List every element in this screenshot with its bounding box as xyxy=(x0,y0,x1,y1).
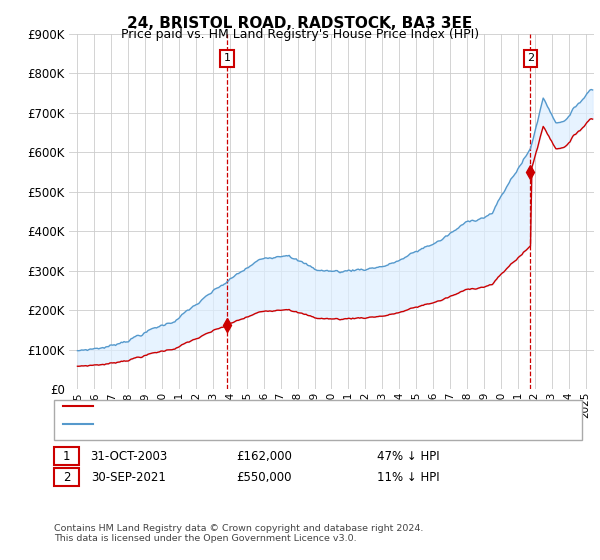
Text: HPI: Average price, detached house, Bath and North East Somerset: HPI: Average price, detached house, Bath… xyxy=(98,419,474,430)
Text: 1: 1 xyxy=(63,450,70,463)
Text: 24, BRISTOL ROAD, RADSTOCK, BA3 3EE (detached house): 24, BRISTOL ROAD, RADSTOCK, BA3 3EE (det… xyxy=(98,401,426,411)
Text: 11% ↓ HPI: 11% ↓ HPI xyxy=(377,470,439,484)
Text: 2: 2 xyxy=(63,470,70,484)
Text: 1: 1 xyxy=(224,54,230,63)
Text: £550,000: £550,000 xyxy=(236,470,292,484)
Text: £162,000: £162,000 xyxy=(236,450,292,463)
Text: 24, BRISTOL ROAD, RADSTOCK, BA3 3EE: 24, BRISTOL ROAD, RADSTOCK, BA3 3EE xyxy=(127,16,473,31)
Text: Contains HM Land Registry data © Crown copyright and database right 2024.
This d: Contains HM Land Registry data © Crown c… xyxy=(54,524,424,543)
Text: 47% ↓ HPI: 47% ↓ HPI xyxy=(377,450,439,463)
Text: Price paid vs. HM Land Registry's House Price Index (HPI): Price paid vs. HM Land Registry's House … xyxy=(121,28,479,41)
Text: 31-OCT-2003: 31-OCT-2003 xyxy=(91,450,167,463)
Text: 2: 2 xyxy=(527,54,534,63)
Text: 30-SEP-2021: 30-SEP-2021 xyxy=(92,470,166,484)
